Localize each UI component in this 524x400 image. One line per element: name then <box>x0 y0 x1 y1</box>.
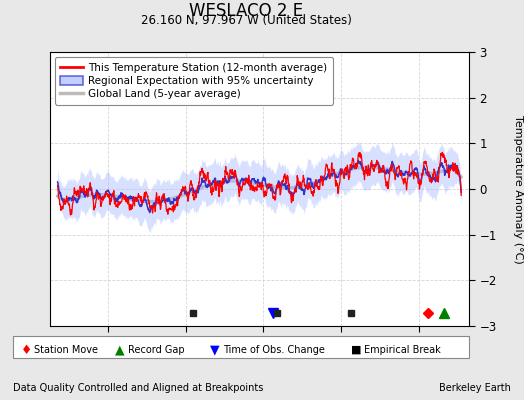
Text: ♦: ♦ <box>21 344 32 356</box>
Legend: This Temperature Station (12-month average), Regional Expectation with 95% uncer: This Temperature Station (12-month avera… <box>55 57 333 104</box>
Text: ■: ■ <box>351 345 362 355</box>
Text: Record Gap: Record Gap <box>128 345 185 355</box>
Text: Berkeley Earth: Berkeley Earth <box>439 383 511 393</box>
Text: Data Quality Controlled and Aligned at Breakpoints: Data Quality Controlled and Aligned at B… <box>13 383 264 393</box>
Text: Time of Obs. Change: Time of Obs. Change <box>223 345 324 355</box>
Text: ■: ■ <box>351 345 362 355</box>
Text: 26.160 N, 97.967 W (United States): 26.160 N, 97.967 W (United States) <box>141 14 352 27</box>
Text: ♦: ♦ <box>21 344 32 356</box>
Text: Empirical Break: Empirical Break <box>364 345 441 355</box>
Y-axis label: Temperature Anomaly (°C): Temperature Anomaly (°C) <box>514 115 523 263</box>
Text: Record Gap: Record Gap <box>128 345 185 355</box>
Text: ▲: ▲ <box>115 344 125 356</box>
Text: Empirical Break: Empirical Break <box>364 345 441 355</box>
Text: Station Move: Station Move <box>34 345 98 355</box>
Text: Time of Obs. Change: Time of Obs. Change <box>223 345 324 355</box>
Text: WESLACO 2 E: WESLACO 2 E <box>189 2 303 20</box>
Text: Station Move: Station Move <box>34 345 98 355</box>
Text: ▲: ▲ <box>115 344 125 356</box>
Text: ▼: ▼ <box>210 344 219 356</box>
Text: ▼: ▼ <box>210 344 219 356</box>
